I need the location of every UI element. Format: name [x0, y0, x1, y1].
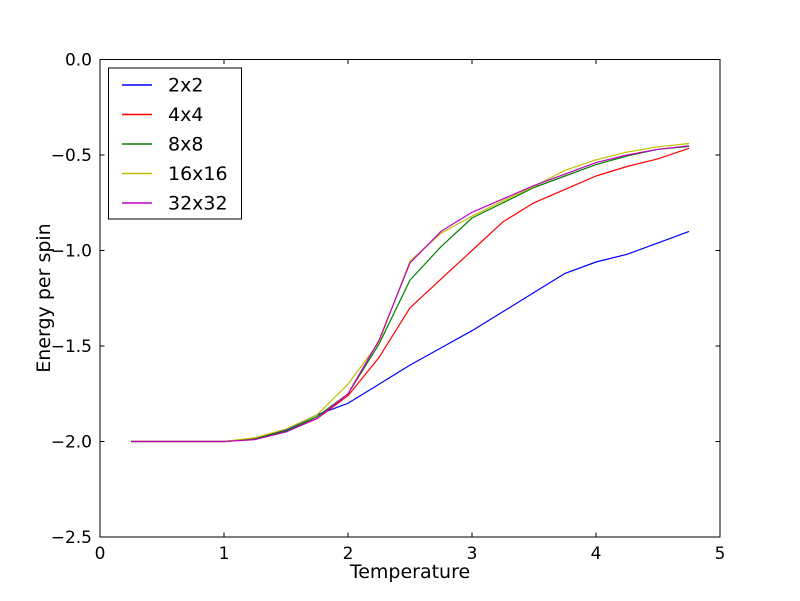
axis-ticks: 0 1 2 3 4 5 0.0 −0.5 −1.0 −1.5 −2.0 −2.5: [51, 51, 726, 565]
legend: 2x2 4x4 8x8 16x16 32x32: [108, 67, 242, 220]
x-tick-label: 0: [95, 544, 106, 564]
legend-entry-4x4: 4x4: [122, 104, 203, 126]
y-tick-label: −2.0: [51, 433, 92, 453]
x-tick-label: 5: [715, 544, 726, 564]
legend-entry-8x8: 8x8: [122, 134, 203, 156]
legend-entry-32x32: 32x32: [122, 193, 228, 215]
legend-entry-2x2: 2x2: [122, 75, 203, 97]
plot-frame: [99, 59, 721, 538]
legend-label-4x4: 4x4: [168, 104, 203, 126]
legend-label-16x16: 16x16: [168, 163, 228, 185]
y-tick-label: −0.5: [51, 146, 92, 166]
y-tick-label: −2.5: [51, 528, 92, 548]
x-tick-label: 1: [219, 544, 230, 564]
y-tick-label: −1.0: [51, 242, 92, 262]
x-tick-label: 3: [467, 544, 478, 564]
legend-label-32x32: 32x32: [168, 193, 228, 215]
y-tick-label: 0.0: [65, 51, 92, 71]
x-tick-label: 2: [343, 544, 354, 564]
legend-entry-16x16: 16x16: [122, 163, 228, 185]
series-line-32x32: [131, 145, 690, 443]
legend-label-8x8: 8x8: [168, 134, 203, 156]
x-axis-label: Temperature: [349, 561, 470, 583]
y-tick-label: −1.5: [51, 337, 92, 357]
series-lines: [131, 142, 690, 443]
x-tick-label: 4: [591, 544, 602, 564]
legend-label-2x2: 2x2: [168, 75, 203, 97]
y-axis-label: Energy per spin: [33, 223, 55, 372]
